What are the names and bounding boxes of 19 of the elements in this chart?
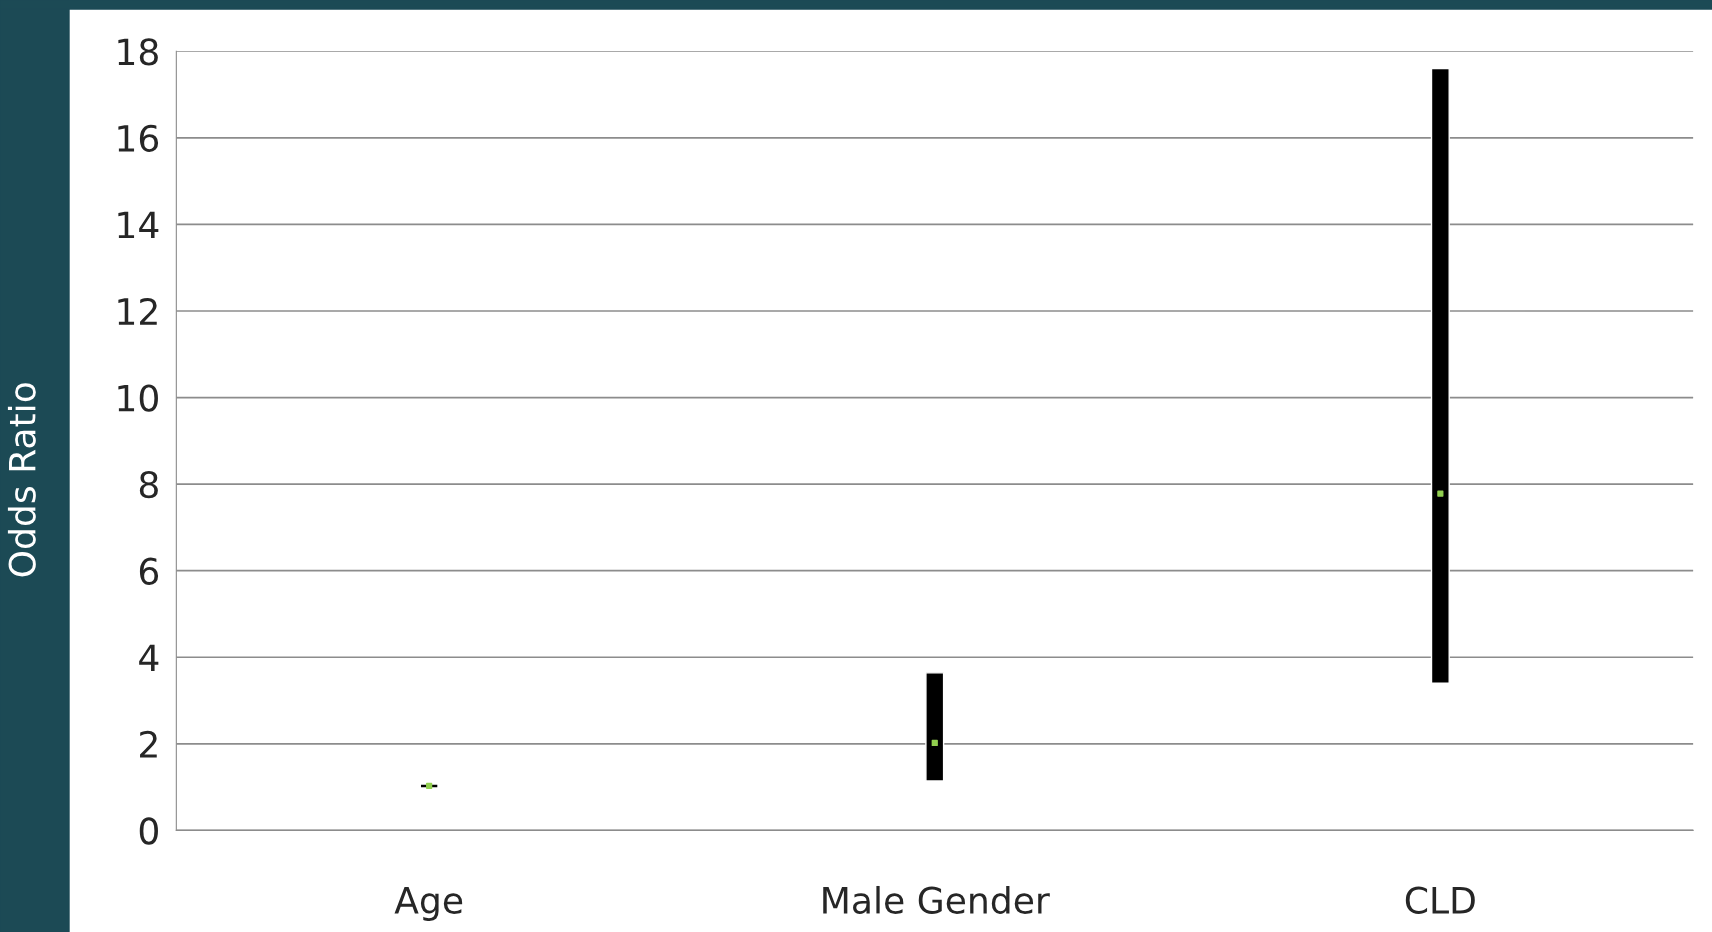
x-tick-label: Male Gender — [823, 885, 1050, 914]
y-tick-label: 0 — [139, 817, 158, 845]
y-tick-label: 2 — [140, 730, 157, 758]
y-tick-label: 16 — [118, 124, 159, 153]
y-tick-label: 14 — [118, 211, 159, 239]
y-tick-label: 6 — [139, 557, 159, 585]
point — [426, 782, 433, 789]
point — [931, 739, 938, 747]
y-tick-label: 4 — [139, 644, 159, 671]
bar — [925, 672, 945, 782]
point — [1437, 490, 1444, 497]
x-tick-label: CLD — [1405, 886, 1475, 914]
y-tick-label: 8 — [139, 471, 158, 499]
y-tick-label: 10 — [118, 384, 158, 412]
x-tick-label: Age — [394, 887, 463, 921]
y-tick-label: 12 — [118, 297, 157, 325]
bar — [1430, 67, 1450, 684]
y-tick-label: 18 — [118, 38, 158, 66]
y-axis-title: Odds Ratio — [7, 383, 36, 577]
